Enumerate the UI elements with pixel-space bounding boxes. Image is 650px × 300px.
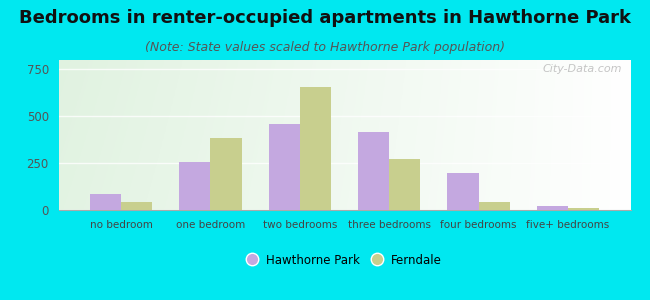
Bar: [300, 87, 331, 210]
Text: (Note: State values scaled to Hawthorne Park population): (Note: State values scaled to Hawthorne …: [145, 40, 505, 53]
Bar: [121, 202, 152, 210]
Bar: [537, 206, 568, 210]
Bar: [179, 162, 211, 210]
Bar: [389, 159, 421, 210]
Bar: [268, 124, 300, 210]
Bar: [358, 132, 389, 210]
Bar: [90, 194, 121, 210]
Bar: [447, 173, 478, 210]
Text: City-Data.com: City-Data.com: [542, 64, 622, 74]
Bar: [478, 202, 510, 210]
Text: Bedrooms in renter-occupied apartments in Hawthorne Park: Bedrooms in renter-occupied apartments i…: [19, 9, 631, 27]
Legend: Hawthorne Park, Ferndale: Hawthorne Park, Ferndale: [242, 249, 447, 272]
Bar: [211, 138, 242, 210]
Bar: [568, 208, 599, 210]
